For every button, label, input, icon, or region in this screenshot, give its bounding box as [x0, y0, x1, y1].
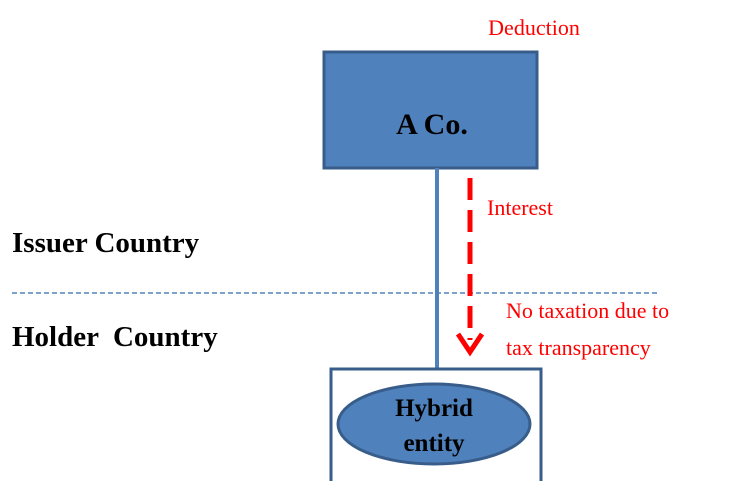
- no-taxation-line-2: tax transparency: [506, 335, 651, 360]
- hybrid-ellipse: [336, 382, 532, 466]
- hybrid-label-2: entity: [403, 430, 465, 457]
- a-co-box: [322, 50, 539, 170]
- deduction-label: Deduction: [488, 15, 580, 40]
- holder-country-label: Holder Country: [12, 321, 218, 353]
- interest-label: Interest: [487, 195, 553, 220]
- no-taxation-line-1: No taxation due to: [506, 298, 669, 323]
- hybrid-label-1: Hybrid: [395, 395, 473, 422]
- holder-box: [329, 367, 543, 481]
- issuer-country-label: Issuer Country: [12, 227, 200, 259]
- interest-arrowhead: [455, 332, 485, 357]
- a-co-label: A Co.: [396, 108, 468, 141]
